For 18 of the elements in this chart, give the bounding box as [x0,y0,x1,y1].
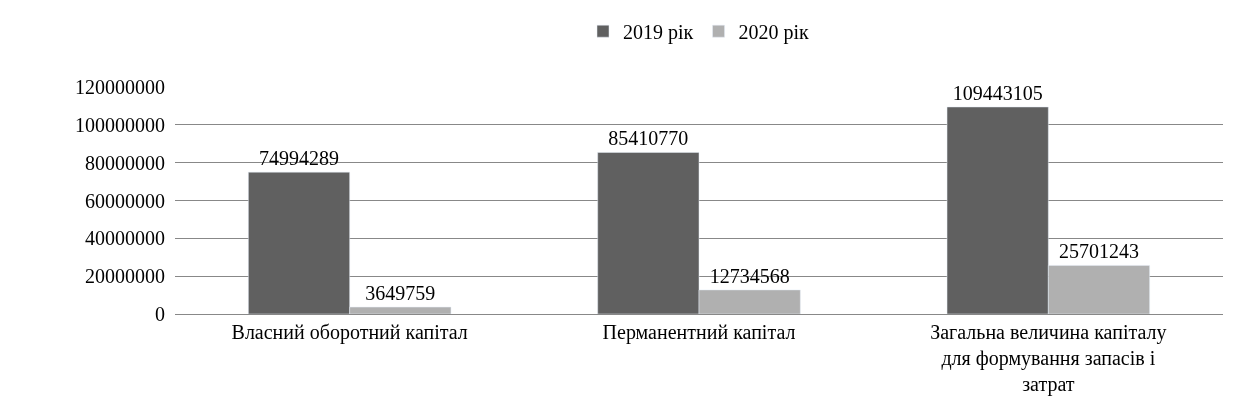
y-tick-label: 100000000 [75,113,165,136]
data-label: 3649759 [365,282,436,305]
y-tick-label: 20000000 [85,265,165,288]
data-label: 109443105 [952,81,1043,104]
legend-label: 2020 рік [738,20,810,44]
data-label: 12734568 [709,264,790,287]
legend-label: 2019 рік [623,20,694,44]
y-tick-label: 80000000 [85,151,165,174]
y-tick-label: 120000000 [75,76,165,98]
y-tick-label: 0 [155,303,165,325]
y-tick-label: 60000000 [85,189,165,212]
y-tick-label: 40000000 [85,227,165,250]
x-tick-label: Власний оборотний капітал [231,321,468,344]
x-tick-label: Перманентний капітал [602,321,796,344]
x-tick-label: Загальна величина капіталу для формування запасів і затрат [930,321,1167,396]
data-label: 25701243 [1058,240,1139,263]
data-label: 85410770 [608,127,689,150]
data-label: 74994289 [259,147,340,170]
